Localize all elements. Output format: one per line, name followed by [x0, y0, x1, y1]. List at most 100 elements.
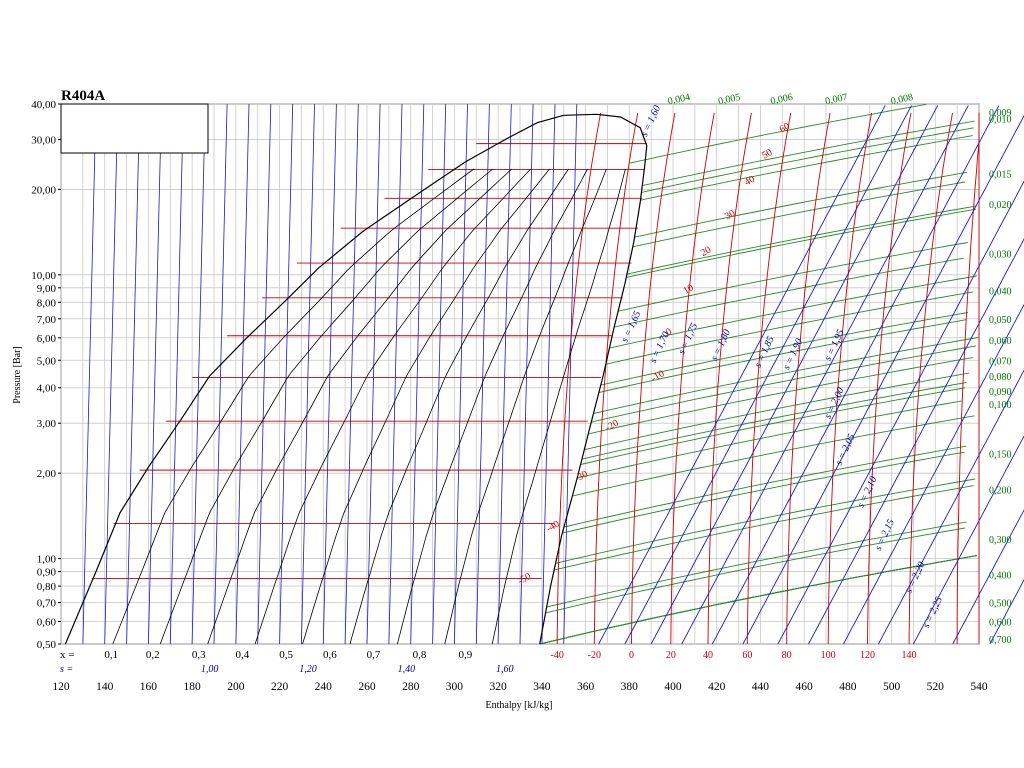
quality-line: [159, 168, 493, 645]
isentrope-line: [777, 180, 1024, 645]
quality-label: 0,1: [104, 649, 118, 661]
isentrope-line: [104, 103, 119, 645]
isochore-label: 0,050: [989, 315, 1012, 326]
isotherm-label: 60: [778, 121, 792, 136]
isentrope-line: [952, 509, 1024, 645]
saturated-liquid-line: [64, 114, 564, 645]
isochore-line: [634, 171, 967, 238]
isotherm-label: 0: [664, 326, 674, 338]
isochore-label: 0,300: [989, 535, 1012, 546]
isochore-line: [577, 400, 962, 479]
isentrope-line: [432, 103, 447, 645]
isentrope-line: [711, 105, 1000, 645]
isentrope-line: [681, 105, 969, 645]
x-tick-label: 420: [708, 681, 726, 693]
quality-line: [112, 168, 475, 645]
x-tick-label: 500: [883, 681, 901, 693]
isentrope-line: [148, 103, 162, 645]
isentrope-line: [475, 103, 490, 645]
isochore-label: 0,005: [717, 92, 741, 107]
isochore-line: [555, 478, 976, 564]
isochore-label: 0,700: [989, 635, 1012, 646]
quality-line: [207, 168, 512, 645]
isotherm-label: 40: [743, 174, 757, 189]
quality-label: 0,9: [458, 649, 472, 661]
isochore-label: 0,015: [989, 169, 1012, 180]
isochore-line: [642, 120, 975, 187]
isochore-line: [581, 381, 967, 460]
chart-title: R404A: [61, 88, 105, 104]
isochore-line: [626, 208, 977, 278]
y-tick-label: 9,00: [37, 283, 57, 295]
isotherm-line: [746, 112, 792, 645]
y-tick-label: 5,00: [37, 355, 57, 367]
temperature-row-label: 0: [629, 650, 634, 661]
isentrope-line: [235, 103, 250, 645]
x-tick-label: 300: [446, 681, 464, 693]
y-tick-label: 10,00: [31, 270, 56, 282]
isochore-line: [539, 555, 977, 645]
quality-label: 0,3: [192, 649, 206, 661]
isentrope-line: [322, 103, 337, 645]
isochore-label: 0,040: [989, 287, 1012, 298]
isentrope-line: [388, 103, 403, 645]
isochore-line: [563, 445, 967, 528]
isentrope-line: [598, 105, 886, 645]
isentrope-line: [126, 103, 141, 645]
isochore-label: 0,200: [989, 486, 1012, 497]
isentrope-line: [344, 103, 359, 645]
isotherm-label: 10: [681, 282, 695, 297]
isotherm-line: [707, 112, 752, 645]
isochore-line: [605, 291, 973, 365]
saturated-vapor-line: [539, 113, 648, 645]
x-tick-label: 520: [927, 681, 945, 693]
y-tick-label: 8,00: [37, 297, 57, 309]
isotherm-label: 50: [760, 147, 774, 162]
grid-layer: [60, 103, 980, 645]
isentrope-line: [878, 369, 1024, 645]
x-axis-ticks: 120 140 160 180 200 220 240 260 280 300 320 340 360 3…: [52, 681, 988, 693]
temperature-row-label: 20: [666, 650, 676, 661]
isochore-label: 0,150: [989, 449, 1012, 460]
isochore-line: [626, 205, 977, 275]
bottom-label-rows: x = s =: [60, 649, 74, 675]
y-tick-label: 3,00: [37, 418, 57, 430]
temperature-row-label: 40: [703, 650, 713, 661]
isochore-label: 0,030: [989, 249, 1012, 260]
y-tick-label: 0,50: [37, 639, 57, 651]
isotherm-line: [956, 112, 980, 645]
isochore-label: 0,006: [770, 92, 794, 107]
isentrope-line: [213, 103, 228, 645]
isochore-line: [591, 345, 977, 423]
x-tick-label: 380: [621, 681, 639, 693]
y-tick-label: 0,90: [37, 567, 57, 579]
isotherm-label: 30: [723, 208, 737, 223]
isentrope-line: [624, 105, 912, 645]
entropy-row-label: 1,00: [201, 664, 219, 675]
x-tick-label: 180: [184, 681, 202, 693]
temperature-row-label: 60: [742, 650, 752, 661]
temperature-row-label: 140: [902, 650, 917, 661]
y-tick-label: 0,60: [37, 617, 57, 629]
isentrope-line: [454, 103, 468, 645]
x-tick-label: 140: [96, 681, 114, 693]
isentrope-line: [257, 103, 272, 645]
x-tick-label: 460: [796, 681, 814, 693]
quality-label: 0,8: [413, 649, 427, 661]
quality-label: 0,6: [323, 649, 337, 661]
isochore-line: [593, 337, 979, 414]
quality-label: 0,7: [367, 649, 381, 661]
x-tick-label: 540: [970, 681, 988, 693]
isochore-line: [553, 485, 974, 571]
y-tick-label: 6,00: [37, 333, 57, 345]
x-tick-label: 400: [664, 681, 682, 693]
quality-line: [254, 168, 531, 645]
isochore-line: [598, 319, 967, 393]
isotherm-line: [867, 112, 912, 645]
y-tick-label: 20,00: [31, 184, 56, 196]
isentrope-line: [650, 105, 939, 645]
x-tick-label: 280: [402, 681, 420, 693]
isotherm-line: [631, 112, 676, 645]
quality-line: [349, 168, 569, 645]
isochore-line: [614, 257, 964, 328]
